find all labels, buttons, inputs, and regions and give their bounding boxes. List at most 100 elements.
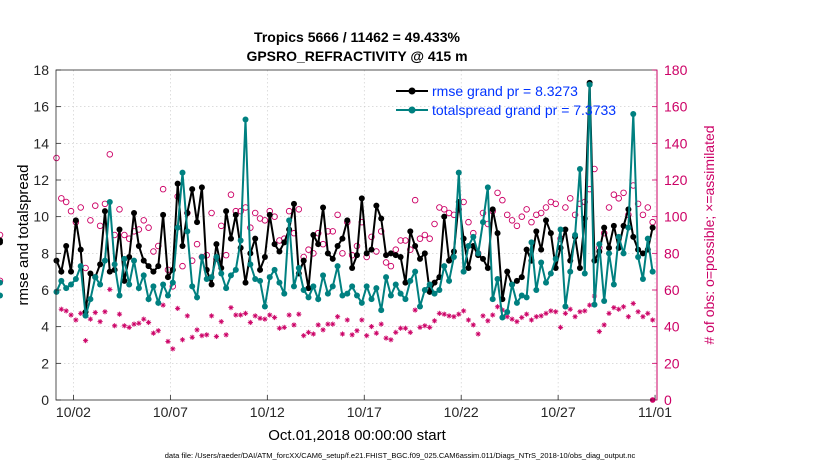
obs-possible-point [411,196,419,204]
x-tick-label: 10/22 [444,404,479,420]
obs-possible-point [334,211,341,219]
obs-assimilated-point [92,309,98,316]
obs-possible-point [305,246,312,253]
obs-assimilated-point [553,309,559,315]
obs-assimilated-point [543,310,549,316]
y-right-tick-label: 20 [664,355,680,371]
totalspread-point [465,243,472,249]
totalspread-point [484,184,491,191]
totalspread-point [310,283,317,290]
rmse-point [649,224,656,231]
obs-assimilated-point [150,330,157,336]
obs-assimilated-point [393,329,399,335]
obs-assimilated-point [141,316,147,322]
rmse-point [504,268,511,275]
obs-assimilated-point [160,302,166,308]
obs-possible-point [92,202,99,209]
y-right-tick-label: 80 [664,245,680,261]
obs-possible-point [397,237,404,244]
rmse-point [339,235,346,242]
obs-assimilated-point [204,332,210,338]
rmse-point [194,219,201,226]
obs-assimilated-point [121,323,127,329]
totalspread-point [227,272,234,279]
totalspread-point [596,241,603,248]
rmse-point [101,208,108,215]
rmse-point [465,265,472,271]
obs-assimilated-point [582,308,588,314]
totalspread-point [557,226,564,233]
y-tick-label: 18 [33,62,49,78]
obs-assimilated-point [567,306,573,312]
obs-possible-point [421,231,429,239]
obs-assimilated-point [126,324,132,330]
obs-assimilated-point [388,337,394,343]
x-tick-label: 10/12 [250,404,285,420]
obs-assimilated-point [475,331,481,337]
rmse-point [305,285,312,292]
totalspread-point [58,277,65,284]
obs-assimilated-point [364,333,370,339]
rmse-point [402,279,409,286]
rmse-point [523,246,530,253]
totalspread-point [649,268,656,275]
obs-assimilated-point [73,317,79,323]
y-tick-label: 16 [33,99,49,115]
obs-possible-point [382,259,390,266]
rmse-point [126,254,133,260]
y-right-tick-label: 160 [664,99,688,115]
rmse-point [576,265,583,271]
obs-assimilated-point [436,310,442,316]
totalspread-point [135,285,142,292]
obs-possible-point [402,237,409,244]
obs-assimilated-point [310,331,316,337]
legend-rmse-label: rmse grand pr = 8.3273 [432,83,578,99]
totalspread-point [547,270,554,277]
rmse-point [290,200,297,207]
totalspread-point [586,81,593,88]
totalspread-point [194,294,201,301]
totalspread-point [576,166,583,172]
totalspread-point [606,250,613,257]
rmse-point [383,252,390,259]
totalspread-point [72,276,79,282]
obs-assimilated-point [97,319,103,325]
obs-possible-point [0,231,4,239]
rmse-point [315,241,322,248]
obs-assimilated-point [281,324,287,330]
totalspread-point [92,274,99,281]
obs-possible-point [222,251,230,259]
obs-assimilated-point [87,316,94,322]
totalspread-point [145,296,152,303]
rmse-point [387,250,394,257]
obs-possible-point [518,213,526,220]
obs-assimilated-point [330,321,336,327]
obs-possible-point [150,248,157,255]
obs-assimilated-point [359,317,365,323]
chart-title: Tropics 5666 / 11462 = 49.433% [254,29,460,45]
obs-possible-point [295,206,303,213]
chart-subtitle: GPSRO_REFRACTIVITY @ 415 m [246,48,467,64]
rmse-point [266,211,273,218]
rmse-point [72,217,79,224]
totalspread-point [295,265,302,271]
totalspread-point [412,268,419,275]
obs-possible-point [566,195,574,202]
obs-possible-point [116,206,123,213]
y-axis-right-label: # of obs: o=possible; ×=assimilated [701,125,717,344]
obs-assimilated-point [175,305,181,312]
obs-possible-point [513,222,521,230]
rmse-point [77,246,84,253]
obs-possible-point [615,195,622,202]
obs-assimilated-point [194,327,200,333]
obs-assimilated-point [383,335,389,341]
obs-assimilated-point [354,328,360,334]
obs-possible-point [261,217,269,224]
rmse-point [441,213,448,220]
totalspread-point [106,199,113,205]
totalspread-point [431,290,438,297]
totalspread-point [620,250,627,257]
obs-possible-point [644,204,652,211]
obs-assimilated-point [538,313,544,319]
